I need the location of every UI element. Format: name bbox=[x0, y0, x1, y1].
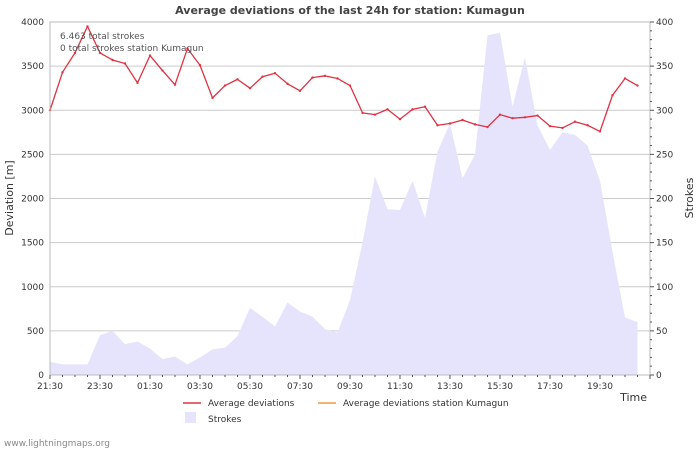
average-deviation-point bbox=[211, 96, 214, 100]
y-left-tick-label: 3500 bbox=[21, 62, 44, 72]
y-left-tick-label: 3000 bbox=[21, 106, 44, 116]
average-deviation-point bbox=[236, 78, 239, 81]
average-deviation-point bbox=[161, 69, 164, 72]
x-tick-label: 09:30 bbox=[337, 382, 363, 392]
average-deviation-point bbox=[548, 124, 552, 128]
x-axis-ticks: 21:30 23:30 01:30 03:30 05:30 07:30 09:30 11:30… bbox=[37, 375, 651, 392]
x-tick-label: 19:30 bbox=[587, 382, 613, 392]
strokes-area bbox=[50, 32, 638, 376]
y-right-tick-label: 200 bbox=[656, 195, 673, 205]
y-left-tick-label: 2500 bbox=[21, 150, 44, 160]
average-deviation-point bbox=[373, 113, 377, 116]
average-deviation-point bbox=[611, 94, 614, 97]
average-deviation-point bbox=[348, 84, 352, 87]
y-axis-right-ticks: 0 50 100 150 200 250 300 350 400 bbox=[650, 18, 673, 381]
y-right-tick-label: 0 bbox=[656, 371, 662, 381]
x-tick-label: 15:30 bbox=[487, 382, 513, 392]
x-tick-label: 21:30 bbox=[37, 382, 63, 392]
average-deviation-point bbox=[198, 64, 202, 67]
average-deviation-point bbox=[461, 118, 464, 122]
average-deviation-point bbox=[398, 117, 402, 121]
x-tick-label: 11:30 bbox=[387, 382, 413, 392]
grid bbox=[50, 65, 650, 332]
x-axis-label: Time bbox=[619, 391, 647, 404]
strokes-area-layer bbox=[50, 32, 638, 376]
average-deviation-point bbox=[636, 84, 639, 87]
average-deviation-point bbox=[186, 47, 189, 50]
chart-title: Average deviations of the last 24h for s… bbox=[175, 4, 525, 17]
y-right-tick-label: 300 bbox=[656, 106, 673, 116]
average-deviation-point bbox=[248, 86, 252, 90]
y-right-tick-label: 150 bbox=[656, 239, 673, 249]
y-left-tick-label: 1000 bbox=[21, 283, 44, 293]
y-axis-left-label: Deviation [m] bbox=[3, 160, 16, 235]
x-tick-label: 13:30 bbox=[437, 382, 463, 392]
footer-source: www.lightningmaps.org bbox=[4, 439, 110, 449]
average-deviation-point bbox=[261, 75, 264, 78]
average-deviation-point bbox=[123, 62, 127, 65]
average-deviation-point bbox=[111, 58, 114, 62]
x-tick-label: 05:30 bbox=[237, 382, 263, 392]
average-deviation-point bbox=[73, 51, 77, 55]
x-tick-label: 23:30 bbox=[87, 382, 113, 392]
average-deviation-point bbox=[561, 126, 564, 130]
average-deviation-point bbox=[536, 114, 539, 117]
average-deviation-point bbox=[223, 84, 227, 87]
deviation-line-layer bbox=[48, 25, 639, 133]
average-deviation-point bbox=[511, 116, 514, 120]
average-deviation-point bbox=[586, 124, 589, 127]
y-right-tick-label: 250 bbox=[656, 150, 673, 160]
x-tick-label: 07:30 bbox=[287, 382, 313, 392]
average-deviation-point bbox=[173, 83, 177, 86]
average-deviation-point bbox=[86, 25, 89, 28]
average-deviation-point bbox=[61, 71, 64, 74]
average-deviation-point bbox=[273, 71, 277, 75]
average-deviation-point bbox=[336, 77, 339, 80]
y-left-tick-label: 1500 bbox=[21, 239, 44, 249]
average-deviation-point bbox=[436, 124, 439, 127]
average-deviation-point bbox=[323, 74, 327, 78]
x-tick-label: 01:30 bbox=[137, 382, 163, 392]
average-deviation-point bbox=[286, 82, 289, 85]
y-right-tick-label: 100 bbox=[656, 283, 673, 293]
y-left-tick-label: 2000 bbox=[21, 195, 44, 205]
average-deviation-point bbox=[311, 76, 314, 79]
average-deviation-point bbox=[573, 120, 577, 123]
average-deviations-line bbox=[49, 25, 638, 133]
average-deviation-point bbox=[486, 125, 489, 129]
average-deviation-point bbox=[598, 130, 602, 133]
y-left-tick-label: 500 bbox=[27, 327, 44, 337]
info-total-strokes: 6.463 total strokes bbox=[60, 32, 145, 42]
legend-swatch-strokes bbox=[185, 412, 196, 423]
average-deviation-point bbox=[298, 89, 302, 93]
y-axis-left-ticks: 0 500 1000 1500 2000 2500 3000 3500 4000 bbox=[21, 18, 44, 381]
y-right-tick-label: 350 bbox=[656, 62, 673, 72]
average-deviation-point bbox=[423, 105, 427, 108]
average-deviation-point bbox=[361, 111, 364, 115]
average-deviation-point bbox=[148, 54, 152, 57]
legend-label-station-deviations: Average deviations station Kumagun bbox=[343, 399, 509, 409]
legend-label-strokes: Strokes bbox=[208, 415, 242, 425]
average-deviation-point bbox=[498, 113, 502, 116]
info-station-strokes: 0 total strokes station Kumagun bbox=[60, 44, 204, 54]
y-right-tick-label: 400 bbox=[656, 18, 673, 28]
y-axis-right-label: Strokes bbox=[683, 177, 696, 218]
average-deviation-point bbox=[136, 81, 139, 85]
average-deviation-point bbox=[448, 122, 452, 125]
legend: Average deviations Average deviations st… bbox=[183, 399, 509, 425]
x-tick-label: 17:30 bbox=[537, 382, 563, 392]
average-deviation-point bbox=[411, 108, 414, 111]
x-tick-label: 03:30 bbox=[187, 382, 213, 392]
average-deviation-point bbox=[473, 123, 477, 126]
y-left-tick-label: 0 bbox=[38, 371, 44, 381]
y-right-tick-label: 50 bbox=[656, 327, 668, 337]
average-deviation-point bbox=[623, 77, 627, 80]
average-deviation-point bbox=[386, 108, 389, 111]
average-deviation-point bbox=[98, 51, 102, 55]
y-left-tick-label: 4000 bbox=[21, 18, 44, 28]
average-deviation-point bbox=[523, 116, 527, 119]
legend-label-average-deviations: Average deviations bbox=[208, 399, 295, 409]
